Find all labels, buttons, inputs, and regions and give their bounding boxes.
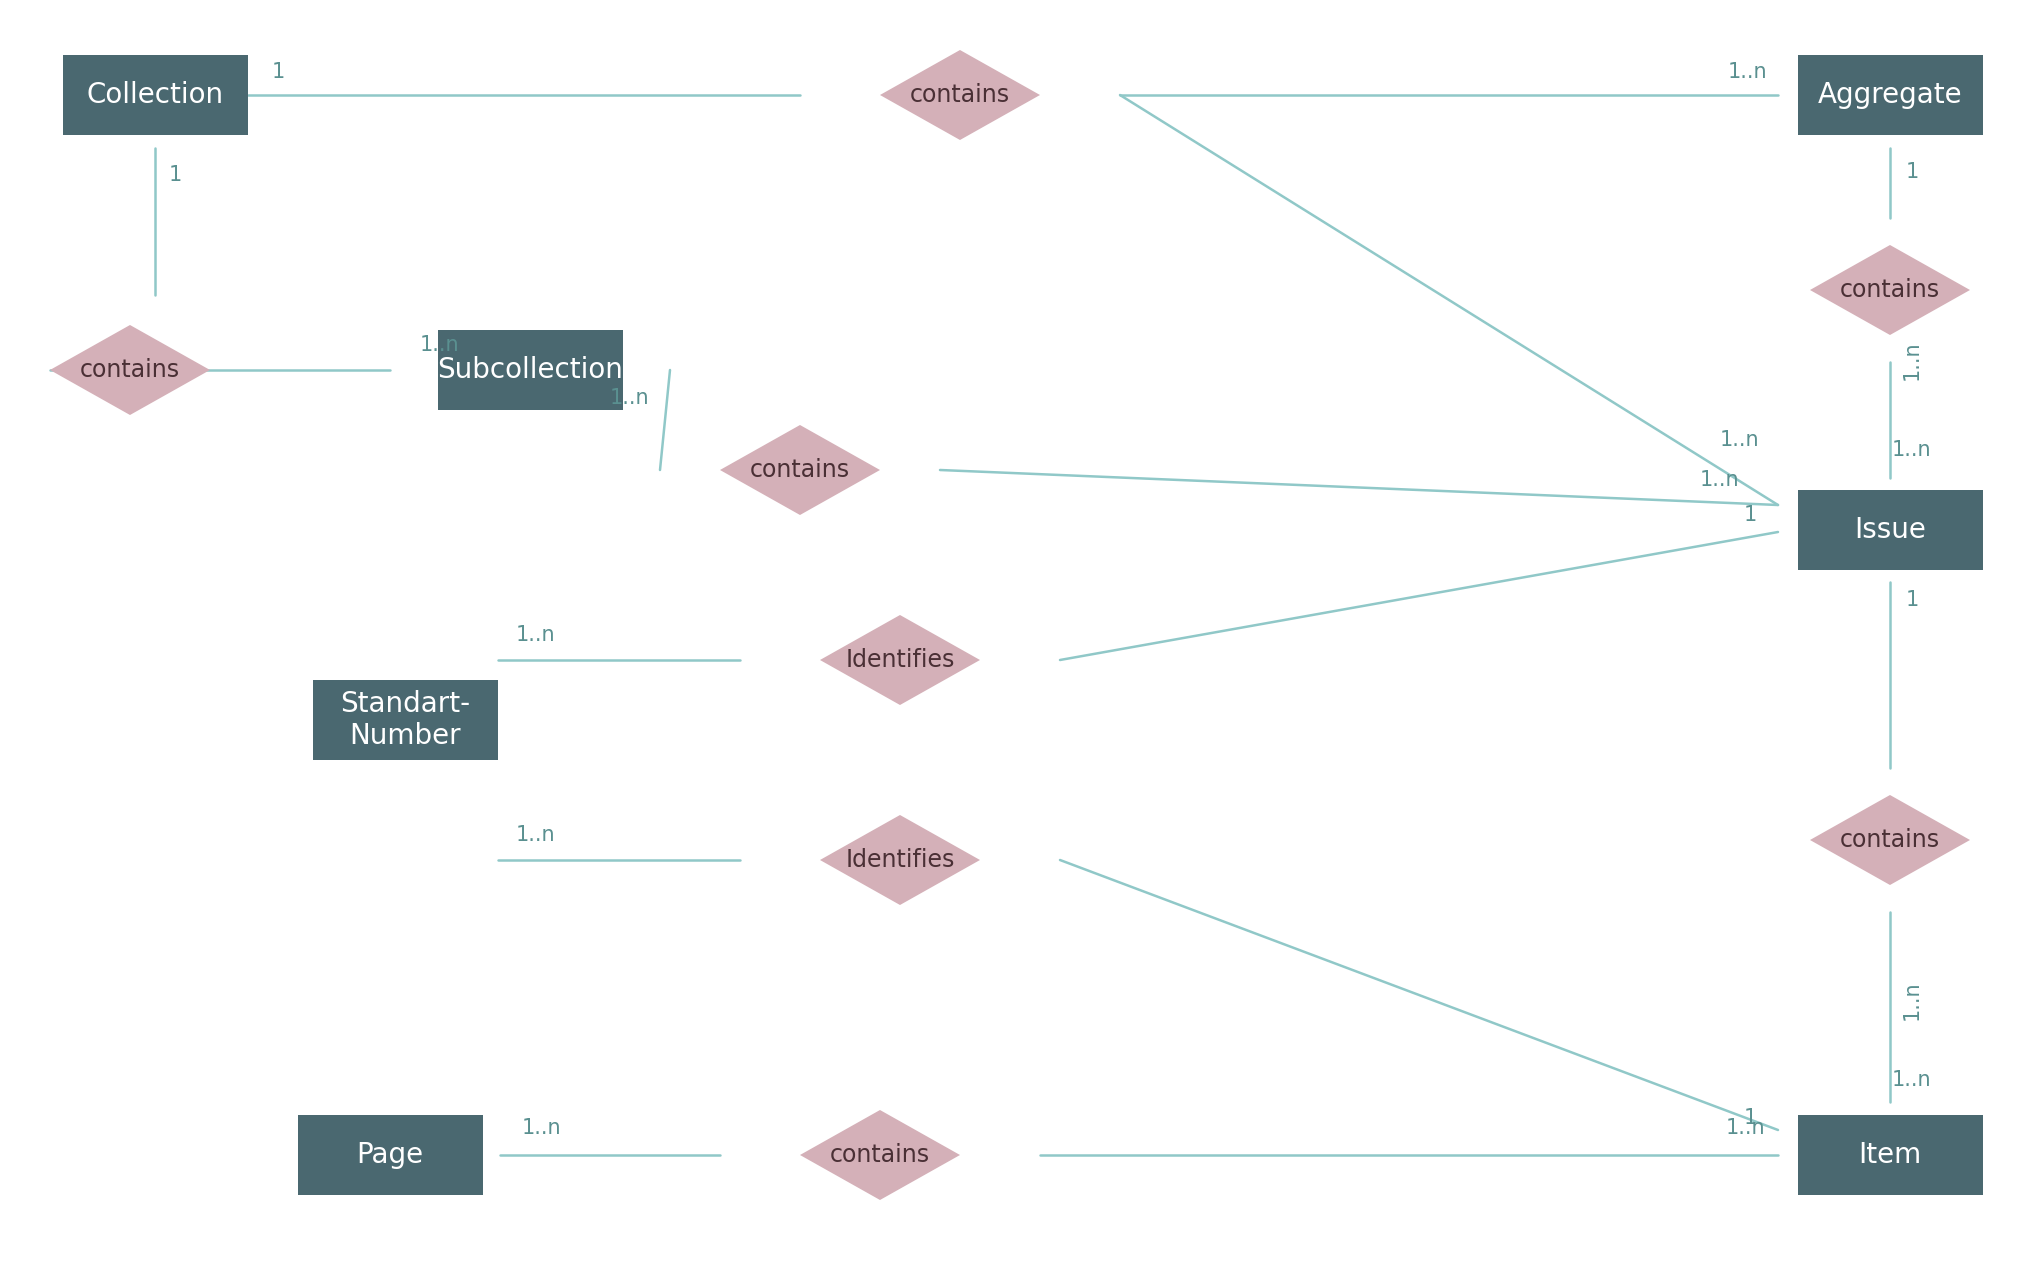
Polygon shape bbox=[1810, 795, 1971, 885]
Text: 1: 1 bbox=[271, 62, 285, 82]
Text: contains: contains bbox=[909, 83, 1011, 107]
Text: 1..n: 1..n bbox=[1902, 980, 1922, 1019]
Text: 1..n: 1..n bbox=[1721, 430, 1759, 449]
Text: 1..n: 1..n bbox=[523, 1118, 561, 1138]
FancyBboxPatch shape bbox=[1798, 55, 1983, 135]
FancyBboxPatch shape bbox=[1798, 490, 1983, 570]
Text: contains: contains bbox=[1841, 279, 1940, 302]
Polygon shape bbox=[1810, 245, 1971, 335]
Text: 1: 1 bbox=[1906, 162, 1918, 182]
FancyBboxPatch shape bbox=[63, 55, 248, 135]
Text: Standart-
Number: Standart- Number bbox=[340, 690, 470, 750]
Text: Page: Page bbox=[356, 1141, 423, 1168]
Text: 1..n: 1..n bbox=[1902, 340, 1922, 380]
Text: 1..n: 1..n bbox=[1725, 1118, 1766, 1138]
Polygon shape bbox=[820, 815, 980, 905]
FancyBboxPatch shape bbox=[313, 681, 498, 760]
Text: 1..n: 1..n bbox=[610, 388, 649, 408]
Text: 1..n: 1..n bbox=[515, 826, 555, 845]
Text: 1: 1 bbox=[1743, 505, 1757, 525]
Text: contains: contains bbox=[79, 358, 181, 383]
Text: contains: contains bbox=[1841, 828, 1940, 853]
Text: 1: 1 bbox=[1743, 1108, 1757, 1129]
FancyBboxPatch shape bbox=[437, 330, 622, 410]
Text: contains: contains bbox=[830, 1143, 930, 1167]
FancyBboxPatch shape bbox=[297, 1115, 482, 1195]
Polygon shape bbox=[720, 425, 881, 515]
Text: Identifies: Identifies bbox=[846, 847, 954, 872]
Text: 1..n: 1..n bbox=[1700, 470, 1739, 490]
Text: Aggregate: Aggregate bbox=[1818, 81, 1963, 109]
Polygon shape bbox=[799, 1109, 960, 1201]
Polygon shape bbox=[51, 325, 210, 415]
Text: Issue: Issue bbox=[1855, 516, 1926, 544]
Text: Identifies: Identifies bbox=[846, 648, 954, 672]
Text: 1..n: 1..n bbox=[421, 335, 460, 354]
Text: 1..n: 1..n bbox=[1892, 440, 1932, 460]
FancyBboxPatch shape bbox=[1798, 1115, 1983, 1195]
Polygon shape bbox=[881, 50, 1039, 140]
Text: 1: 1 bbox=[1906, 591, 1918, 610]
Text: 1..n: 1..n bbox=[515, 625, 555, 645]
Text: Subcollection: Subcollection bbox=[437, 356, 622, 384]
Text: 1..n: 1..n bbox=[1892, 1070, 1932, 1090]
Text: Collection: Collection bbox=[85, 81, 224, 109]
Polygon shape bbox=[820, 615, 980, 705]
Text: 1..n: 1..n bbox=[1729, 62, 1768, 82]
Text: 1: 1 bbox=[169, 166, 181, 185]
Text: contains: contains bbox=[751, 458, 850, 482]
Text: Item: Item bbox=[1859, 1141, 1922, 1168]
